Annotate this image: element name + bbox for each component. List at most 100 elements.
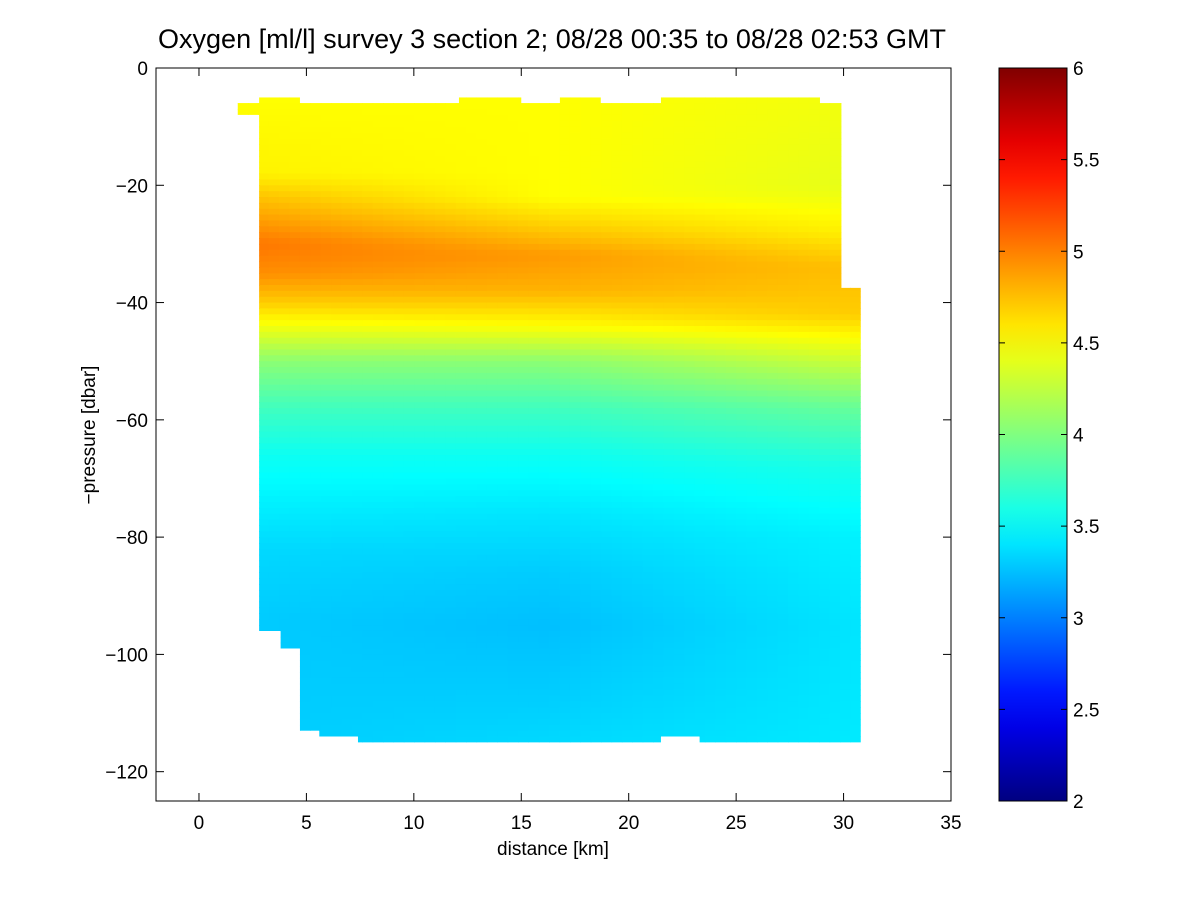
heat-cell xyxy=(642,713,654,720)
heat-cell xyxy=(684,566,696,573)
heat-cell xyxy=(528,630,540,638)
heat-cell xyxy=(549,449,561,456)
heat-cell xyxy=(289,302,301,310)
heat-cell xyxy=(673,320,685,327)
heat-cell xyxy=(279,466,291,474)
heat-cell xyxy=(476,619,488,626)
heat-cell xyxy=(518,531,530,538)
heat-cell xyxy=(466,109,478,116)
heat-cell xyxy=(663,683,675,691)
heat-cell xyxy=(372,126,384,134)
heat-cell xyxy=(663,566,675,573)
heat-cell xyxy=(466,437,478,444)
heat-cell xyxy=(528,507,540,515)
heat-cell xyxy=(351,490,363,497)
heat-cell xyxy=(518,689,530,697)
heat-cell xyxy=(497,501,509,509)
heat-cell xyxy=(434,619,446,626)
heat-cell xyxy=(331,642,343,650)
heat-cell xyxy=(362,103,374,110)
heat-cell xyxy=(497,232,509,239)
heat-cell xyxy=(414,372,426,380)
heat-cell xyxy=(663,390,675,397)
heat-cell xyxy=(704,267,716,274)
heat-cell xyxy=(694,419,706,427)
heat-cell xyxy=(497,566,509,573)
heat-cell xyxy=(414,701,426,708)
heat-cell xyxy=(684,97,696,104)
heat-cell xyxy=(528,314,540,321)
heat-cell xyxy=(528,625,540,632)
heat-cell xyxy=(694,707,706,714)
heat-cell xyxy=(455,126,467,134)
heat-cell xyxy=(621,326,633,333)
heat-cell xyxy=(372,572,384,579)
heat-cell xyxy=(632,666,644,673)
heat-cell xyxy=(694,689,706,697)
heat-cell xyxy=(341,208,353,216)
heat-cell xyxy=(476,314,488,321)
heat-cell xyxy=(299,238,311,245)
heat-cell xyxy=(601,390,613,397)
heat-cell xyxy=(320,367,332,374)
heat-cell xyxy=(694,666,706,673)
heat-cell xyxy=(351,730,363,738)
heat-cell xyxy=(684,513,696,521)
heat-cell xyxy=(621,443,633,450)
heat-cell xyxy=(434,343,446,351)
heat-cell xyxy=(621,472,633,480)
heat-cell xyxy=(653,261,665,268)
heat-cell xyxy=(538,314,550,321)
heat-cell xyxy=(507,677,519,685)
heat-cell xyxy=(414,138,426,145)
heat-cell xyxy=(466,531,478,538)
heat-cell xyxy=(507,279,519,286)
heat-cell xyxy=(684,202,696,210)
heat-cell xyxy=(549,695,561,702)
heat-cell xyxy=(445,677,457,685)
heat-cell xyxy=(320,554,332,562)
heat-cell xyxy=(621,308,633,315)
heat-cell xyxy=(320,466,332,474)
heat-cell xyxy=(486,320,498,327)
heat-cell xyxy=(486,132,498,139)
heat-cell xyxy=(455,208,467,216)
heat-cell xyxy=(383,431,395,439)
heat-cell xyxy=(486,372,498,380)
heat-cell xyxy=(590,320,602,327)
heat-cell xyxy=(466,683,478,691)
heat-cell xyxy=(673,566,685,573)
heat-cell xyxy=(279,243,291,251)
heat-cell xyxy=(393,314,405,321)
heat-cell xyxy=(466,144,478,151)
heat-cell xyxy=(362,326,374,333)
heat-cell xyxy=(258,138,270,145)
heat-cell xyxy=(642,355,654,362)
heat-cell xyxy=(320,161,332,169)
heat-cell xyxy=(476,150,488,157)
heat-cell xyxy=(351,601,363,609)
heat-cell xyxy=(362,654,374,661)
heat-cell xyxy=(414,326,426,333)
heat-cell xyxy=(538,496,550,503)
heat-cell xyxy=(528,660,540,667)
heat-cell xyxy=(621,560,633,568)
heat-cell xyxy=(486,331,498,339)
heat-cell xyxy=(445,466,457,474)
heat-cell xyxy=(476,671,488,679)
heat-cell xyxy=(621,349,633,356)
heat-cell xyxy=(569,595,581,603)
heat-cell xyxy=(445,197,457,204)
heat-cell xyxy=(507,595,519,603)
heat-cell xyxy=(601,560,613,568)
heat-cell xyxy=(320,308,332,315)
heat-cell xyxy=(393,284,405,292)
heat-cell xyxy=(580,589,592,597)
heat-cell xyxy=(590,542,602,550)
heat-cell xyxy=(299,331,311,339)
heat-cell xyxy=(549,249,561,257)
heat-cell xyxy=(632,519,644,526)
heat-cell xyxy=(424,701,436,708)
heat-cell xyxy=(673,167,685,175)
heat-cell xyxy=(538,185,550,192)
